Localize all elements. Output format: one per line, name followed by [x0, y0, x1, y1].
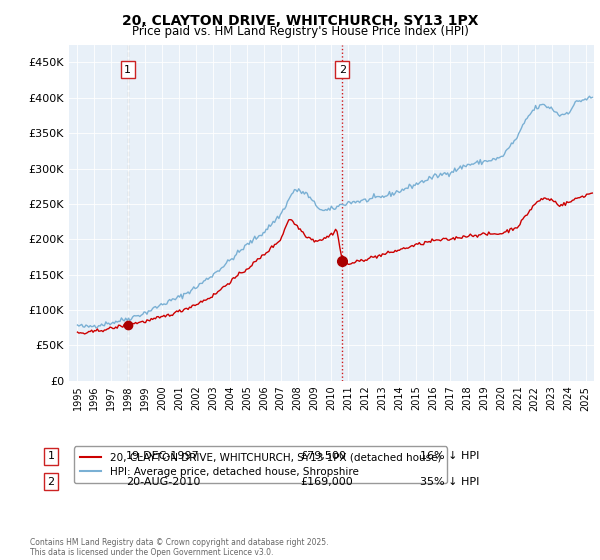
Text: 16% ↓ HPI: 16% ↓ HPI	[420, 451, 479, 461]
Text: 35% ↓ HPI: 35% ↓ HPI	[420, 477, 479, 487]
Text: Contains HM Land Registry data © Crown copyright and database right 2025.
This d: Contains HM Land Registry data © Crown c…	[30, 538, 329, 557]
Text: 1: 1	[124, 64, 131, 74]
Text: 2: 2	[47, 477, 55, 487]
Text: 2: 2	[339, 64, 346, 74]
Text: 20-AUG-2010: 20-AUG-2010	[126, 477, 200, 487]
Text: 1: 1	[47, 451, 55, 461]
Text: 20, CLAYTON DRIVE, WHITCHURCH, SY13 1PX: 20, CLAYTON DRIVE, WHITCHURCH, SY13 1PX	[122, 14, 478, 28]
Text: £79,500: £79,500	[300, 451, 346, 461]
Legend: 20, CLAYTON DRIVE, WHITCHURCH, SY13 1PX (detached house), HPI: Average price, de: 20, CLAYTON DRIVE, WHITCHURCH, SY13 1PX …	[74, 446, 448, 483]
Text: Price paid vs. HM Land Registry's House Price Index (HPI): Price paid vs. HM Land Registry's House …	[131, 25, 469, 38]
Text: £169,000: £169,000	[300, 477, 353, 487]
Text: 19-DEC-1997: 19-DEC-1997	[126, 451, 200, 461]
